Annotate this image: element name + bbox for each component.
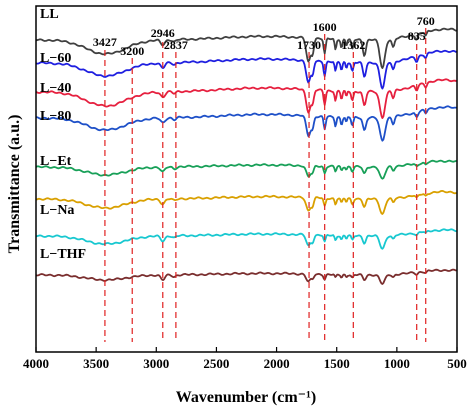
series-line (35, 268, 457, 285)
series-line (35, 105, 457, 142)
peak-label: 1362 (341, 38, 365, 52)
x-tick-label: 4000 (23, 356, 49, 371)
series-line (35, 49, 457, 90)
peak-label: 1730 (297, 38, 321, 52)
peak-label: 3200 (120, 44, 144, 58)
series-label: LL (40, 7, 59, 22)
series-label: L−THF (40, 247, 86, 262)
peak-lines-layer (104, 28, 427, 342)
peak-label: 1600 (313, 20, 337, 34)
series-label: L−60 (40, 51, 71, 66)
plot-frame (35, 5, 458, 353)
series-line (35, 78, 457, 119)
peak-label: 2946 (151, 26, 175, 40)
y-axis-title: Transmittance (a.u.) (6, 115, 23, 254)
x-tick-label: 2500 (203, 356, 229, 371)
series-line (36, 27, 457, 69)
x-tick-label: 1000 (384, 356, 410, 371)
series-layer (35, 27, 457, 285)
peak-label: 835 (408, 29, 426, 43)
series-line (35, 228, 457, 250)
x-tick-label: 2000 (264, 356, 290, 371)
series-labels-layer: LL L−60 L−40 L−80 L−Et L−Na L−THF (40, 7, 86, 262)
series-label: L−Et (40, 154, 72, 169)
x-tick-label: 500 (447, 356, 467, 371)
x-tick-label: 3500 (83, 356, 109, 371)
x-tick-label: 3000 (143, 356, 169, 371)
series-label: L−80 (40, 109, 71, 124)
series-label: L−40 (40, 81, 71, 96)
series-line (35, 159, 457, 180)
peak-label: 3427 (93, 35, 117, 49)
peak-label: 2837 (164, 38, 188, 52)
peak-label: 760 (417, 14, 435, 28)
series-line (35, 190, 457, 215)
x-axis-title: Wavenumber (cm⁻¹) (176, 389, 316, 406)
x-tick-label: 1500 (324, 356, 350, 371)
x-ticks-layer: 4000 3500 3000 2500 2000 1500 1000 500 (23, 347, 467, 371)
series-label: L−Na (40, 203, 74, 218)
